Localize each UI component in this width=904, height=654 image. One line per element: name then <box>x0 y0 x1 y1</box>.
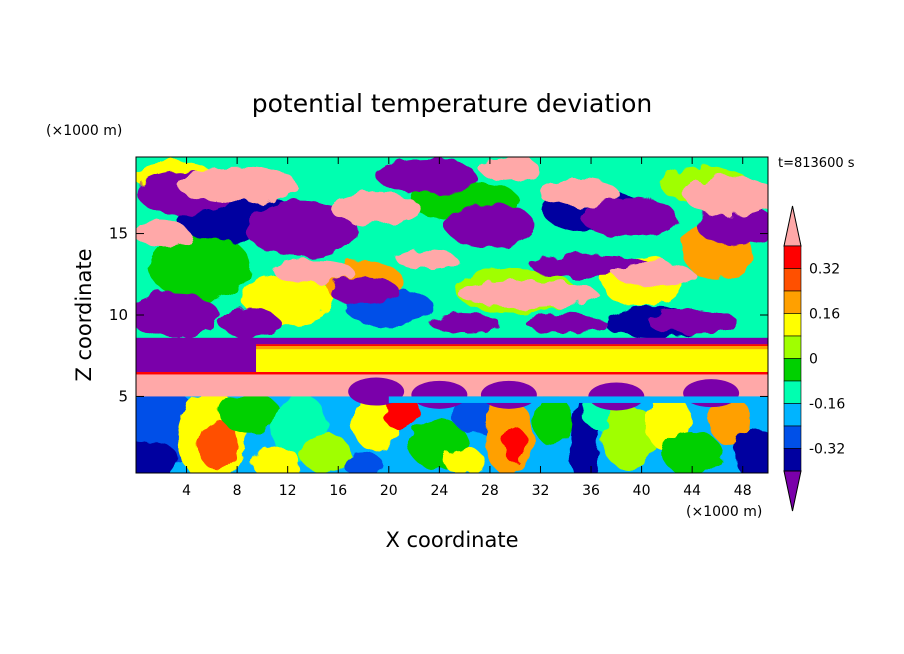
contour-region <box>219 308 280 339</box>
x-tick-label: 40 <box>633 483 651 499</box>
contour-region <box>580 197 677 238</box>
contour-region <box>245 200 356 257</box>
colorbar-segment <box>783 358 802 382</box>
contour-region <box>136 439 179 473</box>
colorbar-segment <box>783 425 802 449</box>
contour-region <box>331 193 422 226</box>
y-tick-label: 15 <box>109 225 128 243</box>
contour-region <box>177 166 298 203</box>
contour-field <box>136 157 768 473</box>
colorbar-segment <box>783 448 802 472</box>
time-label: t=813600 s <box>778 156 855 171</box>
contour-region <box>710 395 751 446</box>
x-tick-label: 48 <box>734 483 752 499</box>
x-tick-label: 4 <box>182 483 191 499</box>
contour-region <box>219 392 280 433</box>
contour-region <box>733 428 768 473</box>
colorbar-segment <box>783 290 802 314</box>
contour-region <box>376 158 477 195</box>
x-tick-label: 24 <box>430 483 448 499</box>
contour-region <box>383 394 420 431</box>
x-tick-label: 8 <box>233 483 242 499</box>
contour-region <box>198 420 239 471</box>
contour-region <box>457 280 598 307</box>
x-unit-label: (×1000 m) <box>686 504 762 520</box>
contour-region <box>600 405 657 470</box>
contour-region <box>647 309 738 334</box>
contour-region <box>300 433 351 473</box>
contour-region <box>272 259 353 284</box>
colorbar-extend-high <box>783 205 802 247</box>
colorbar-tick-label: 0.32 <box>809 262 840 278</box>
contour-region <box>538 178 619 207</box>
contour-region <box>478 157 539 181</box>
contour-region <box>480 380 537 409</box>
x-tick-label: 16 <box>329 483 347 499</box>
y-unit-label: (×1000 m) <box>46 123 122 139</box>
x-axis-title: X coordinate <box>385 528 518 552</box>
contour-region <box>136 293 219 337</box>
colorbar-tick-label: 0.16 <box>809 307 840 323</box>
contour-region <box>662 431 723 473</box>
contour-region <box>149 231 250 302</box>
contour-region <box>429 313 500 334</box>
contour-region <box>614 262 695 287</box>
contour-region <box>503 427 528 464</box>
contour-region <box>696 205 768 246</box>
x-tick-label: 32 <box>532 483 550 499</box>
colorbar-segment <box>783 380 802 404</box>
y-axis-title: Z coordinate <box>72 248 96 381</box>
colorbar-segment <box>783 245 802 269</box>
contour-band <box>256 344 768 346</box>
contour-region <box>328 276 399 305</box>
colorbar-tick-label: -0.32 <box>809 442 845 458</box>
x-tick-label: 20 <box>380 483 398 499</box>
x-axis: 4 8 12 16 20 24 28 32 36 40 44 48 <box>182 157 752 499</box>
colorbar-segment <box>783 403 802 427</box>
x-tick-label: 28 <box>481 483 499 499</box>
y-tick-label: 5 <box>118 387 128 405</box>
contour-band <box>388 396 768 403</box>
contour-band <box>136 372 768 375</box>
y-axis: 5 10 15 <box>109 225 768 405</box>
contour-region <box>444 447 485 473</box>
x-tick-label: 44 <box>683 483 701 499</box>
contour-region <box>136 221 190 246</box>
y-tick-label: 10 <box>109 306 128 324</box>
contour-region <box>525 313 606 334</box>
contour-region <box>685 176 768 217</box>
colorbar-tick-label: -0.16 <box>809 397 845 413</box>
contour-region <box>444 203 535 248</box>
colorbar-segment <box>783 313 802 337</box>
colorbar-segment <box>783 335 802 359</box>
colorbar: 0.32 0.16 0 -0.16 -0.32 <box>783 205 845 512</box>
colorbar-tick-label: 0 <box>809 352 818 368</box>
contour-region <box>533 395 574 446</box>
contour-region <box>683 379 740 408</box>
colorbar-extend-low <box>783 470 802 512</box>
x-tick-label: 12 <box>279 483 297 499</box>
x-tick-label: 36 <box>582 483 600 499</box>
contour-region <box>250 446 301 473</box>
contour-region <box>396 249 457 270</box>
contour-band <box>256 349 768 374</box>
chart-title: potential temperature deviation <box>252 89 652 118</box>
contour-region <box>343 452 384 473</box>
colorbar-segment <box>783 268 802 292</box>
contour-region <box>411 380 468 409</box>
